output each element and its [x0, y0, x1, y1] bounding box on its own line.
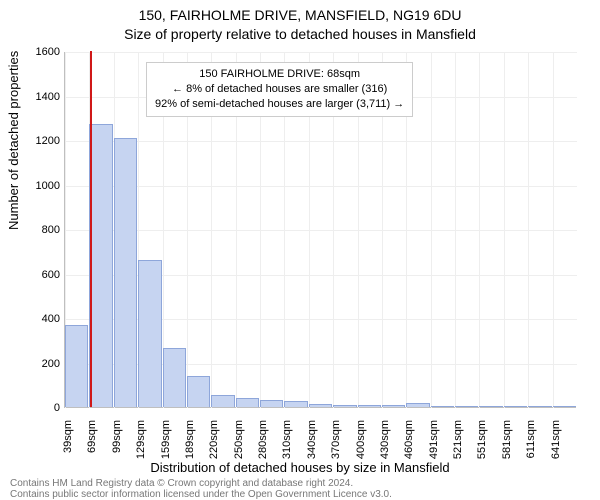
title-line-1: 150, FAIRHOLME DRIVE, MANSFIELD, NG19 6D…	[0, 6, 600, 25]
x-tick-label: 460sqm	[403, 420, 415, 468]
y-tick-label: 1000	[24, 180, 60, 192]
x-tick-label: 551sqm	[476, 420, 488, 468]
x-tick-label: 280sqm	[257, 420, 269, 468]
property-marker-line	[90, 51, 92, 407]
gridline-vertical	[553, 52, 554, 408]
x-tick-label: 611sqm	[525, 420, 537, 468]
y-tick-label: 200	[24, 358, 60, 370]
histogram-bar	[479, 406, 502, 407]
histogram-bar	[284, 401, 307, 407]
x-tick-label: 220sqm	[208, 420, 220, 468]
x-tick-label: 39sqm	[62, 420, 74, 468]
x-tick-label: 69sqm	[86, 420, 98, 468]
x-tick-label: 189sqm	[184, 420, 196, 468]
annotation-line-2: ← 8% of detached houses are smaller (316…	[155, 82, 404, 97]
histogram-bar	[187, 376, 210, 407]
histogram-bar	[163, 348, 186, 407]
gridline-vertical	[528, 52, 529, 408]
gridline-vertical	[479, 52, 480, 408]
x-tick-label: 310sqm	[281, 420, 293, 468]
annotation-line-1: 150 FAIRHOLME DRIVE: 68sqm	[155, 67, 404, 82]
x-tick-label: 159sqm	[160, 420, 172, 468]
y-tick-label: 0	[24, 402, 60, 414]
y-tick-label: 1400	[24, 91, 60, 103]
x-tick-label: 491sqm	[428, 420, 440, 468]
gridline-vertical	[455, 52, 456, 408]
x-tick-label: 400sqm	[355, 420, 367, 468]
histogram-bar	[309, 404, 332, 407]
histogram-bar	[528, 406, 551, 407]
histogram-bar	[431, 406, 454, 407]
y-tick-label: 600	[24, 269, 60, 281]
histogram-bar	[406, 403, 429, 407]
histogram-bar	[211, 395, 234, 407]
y-tick-label: 1600	[24, 46, 60, 58]
footer-line-1: Contains HM Land Registry data © Crown c…	[10, 478, 392, 489]
gridline-vertical	[504, 52, 505, 408]
x-tick-label: 370sqm	[330, 420, 342, 468]
chart-title: 150, FAIRHOLME DRIVE, MANSFIELD, NG19 6D…	[0, 0, 600, 44]
footer-attribution: Contains HM Land Registry data © Crown c…	[10, 478, 392, 500]
histogram-bar	[504, 406, 527, 407]
title-line-2: Size of property relative to detached ho…	[0, 25, 600, 44]
histogram-bar	[382, 405, 405, 407]
histogram-bar	[260, 400, 283, 407]
histogram-bar	[89, 124, 112, 407]
gridline-horizontal	[65, 230, 577, 231]
annotation-line-3: 92% of semi-detached houses are larger (…	[155, 97, 404, 112]
x-tick-label: 521sqm	[452, 420, 464, 468]
x-tick-label: 340sqm	[306, 420, 318, 468]
gridline-vertical	[431, 52, 432, 408]
x-tick-label: 641sqm	[550, 420, 562, 468]
x-tick-label: 430sqm	[379, 420, 391, 468]
x-tick-label: 250sqm	[233, 420, 245, 468]
histogram-bar	[358, 405, 381, 407]
histogram-bar	[114, 138, 137, 407]
y-tick-label: 1200	[24, 135, 60, 147]
histogram-bar	[553, 406, 576, 407]
histogram-bar	[236, 398, 259, 407]
gridline-horizontal	[65, 141, 577, 142]
x-tick-label: 129sqm	[135, 420, 147, 468]
x-tick-label: 99sqm	[111, 420, 123, 468]
histogram-bar	[333, 405, 356, 407]
gridline-horizontal	[65, 186, 577, 187]
histogram-bar	[138, 260, 161, 407]
annotation-box: 150 FAIRHOLME DRIVE: 68sqm ← 8% of detac…	[146, 62, 413, 117]
histogram-bar	[65, 325, 88, 407]
histogram-bar	[455, 406, 478, 407]
y-tick-label: 400	[24, 313, 60, 325]
x-tick-label: 581sqm	[501, 420, 513, 468]
y-axis-label: Number of detached properties	[6, 51, 21, 230]
footer-line-2: Contains public sector information licen…	[10, 489, 392, 500]
gridline-horizontal	[65, 52, 577, 53]
y-tick-label: 800	[24, 224, 60, 236]
